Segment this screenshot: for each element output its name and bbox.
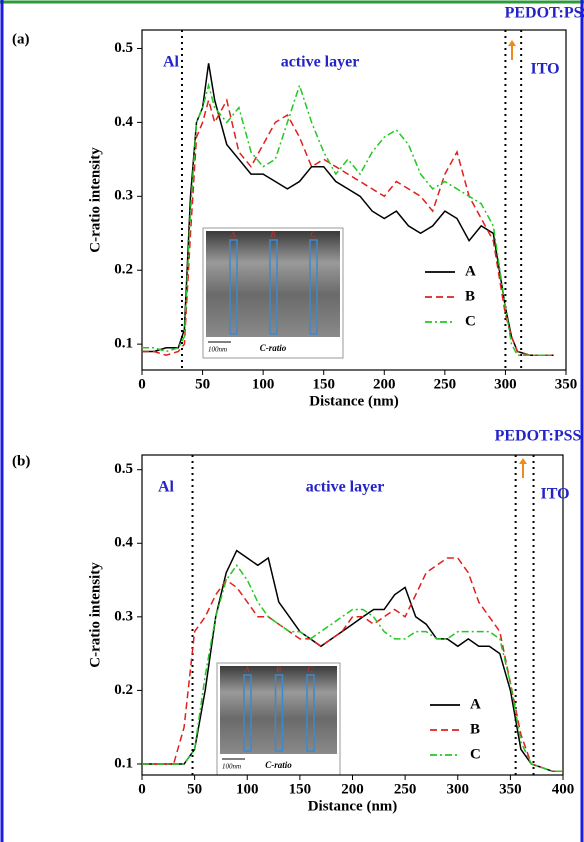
series-line	[142, 97, 554, 356]
inset-caption: C-ratio	[260, 343, 287, 353]
x-tick-label: 0	[138, 781, 146, 797]
x-axis-label: Distance (nm)	[308, 798, 398, 814]
x-tick-label: 250	[434, 376, 457, 392]
inset-column	[243, 674, 252, 752]
y-tick-label: 0.4	[114, 535, 133, 551]
x-tick-label: 150	[312, 376, 335, 392]
series-line	[142, 549, 563, 773]
y-tick-label: 0.2	[114, 682, 133, 698]
inset-column	[274, 674, 284, 752]
annotation: active layer	[306, 479, 385, 496]
plot-frame	[141, 29, 567, 371]
plot-frame	[141, 454, 564, 776]
inset-label: A	[230, 230, 236, 239]
annotation: Al	[158, 479, 175, 496]
panel-label: (b)	[12, 453, 30, 469]
inset-scale: 100nm	[208, 346, 227, 354]
y-tick-label: 0.5	[114, 461, 133, 477]
x-tick-label: 350	[499, 781, 522, 797]
legend-label: B	[470, 721, 480, 737]
inset-label: B	[271, 230, 276, 239]
x-tick-label: 250	[394, 781, 417, 797]
annotation: active layer	[281, 54, 360, 71]
inset-column	[229, 239, 238, 335]
inset-column	[309, 239, 318, 335]
y-tick-label: 0.1	[114, 336, 133, 352]
inset-tem	[220, 666, 337, 754]
x-tick-label: 200	[341, 781, 364, 797]
legend-label: A	[465, 263, 476, 279]
series-line	[142, 82, 554, 356]
y-tick-label: 0.1	[114, 755, 133, 771]
y-tick-label: 0.4	[114, 114, 133, 130]
inset-tem	[206, 231, 340, 337]
x-tick-label: 300	[494, 376, 517, 392]
x-axis-label: Distance (nm)	[309, 393, 399, 409]
x-tick-label: 0	[138, 376, 146, 392]
y-tick-label: 0.2	[114, 262, 133, 278]
arrow-head	[508, 40, 516, 46]
y-tick-label: 0.3	[114, 188, 133, 204]
legend-label: A	[470, 696, 481, 712]
y-axis-label: C-ratio intensity	[87, 147, 103, 253]
x-tick-label: 100	[252, 376, 275, 392]
x-tick-label: 150	[289, 781, 312, 797]
y-tick-label: 0.5	[114, 40, 133, 56]
inset-label: C	[310, 230, 316, 239]
x-tick-label: 350	[555, 376, 578, 392]
annotation: PEDOT:PSS	[505, 5, 584, 22]
y-tick-label: 0.3	[114, 608, 133, 624]
annotation: ITO	[530, 61, 559, 78]
legend-label: C	[465, 313, 476, 329]
inset-label: B	[276, 665, 281, 674]
inset-column	[306, 674, 315, 752]
inset-label: A	[244, 665, 250, 674]
legend-label: B	[465, 288, 475, 304]
legend-label: C	[470, 746, 481, 762]
panel-label: (a)	[12, 31, 30, 47]
annotation: PEDOT:PSS	[495, 428, 582, 445]
inset-column	[269, 239, 278, 335]
inset-caption: C-ratio	[265, 760, 292, 770]
inset-scale: 100nm	[222, 763, 241, 771]
x-tick-label: 200	[373, 376, 396, 392]
x-tick-label: 50	[195, 376, 210, 392]
annotation: Al	[163, 54, 180, 71]
series-line	[142, 564, 563, 773]
x-tick-label: 50	[187, 781, 202, 797]
inset-label: C	[307, 665, 313, 674]
y-axis-label: C-ratio intensity	[87, 562, 103, 668]
annotation: ITO	[540, 486, 569, 503]
series-line	[142, 557, 563, 773]
arrow-head	[519, 458, 527, 464]
x-tick-label: 100	[236, 781, 259, 797]
x-tick-label: 400	[552, 781, 575, 797]
x-tick-label: 300	[447, 781, 470, 797]
